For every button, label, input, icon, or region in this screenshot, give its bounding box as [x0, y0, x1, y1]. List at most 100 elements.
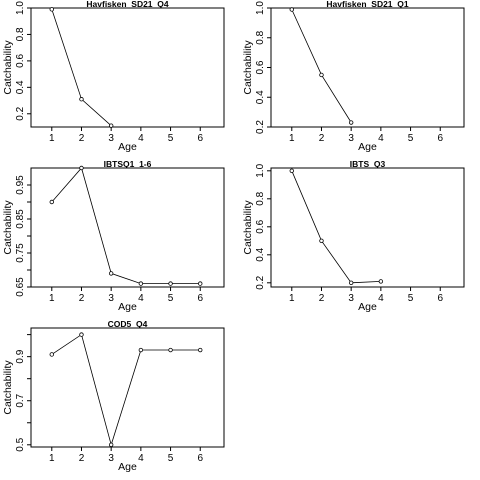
- panel-3-x-tick-label: 1: [49, 293, 55, 304]
- panel-1-x-tick-label: 5: [168, 133, 174, 144]
- panel-4-y-tick-label: 0.8: [255, 191, 266, 205]
- panel-1-series-line: [51, 9, 112, 126]
- panel-2-x-tick-label: 4: [378, 133, 384, 144]
- panel-5-x-tick-label: 2: [79, 453, 85, 464]
- panel-3-x-axis-label: Age: [118, 301, 137, 313]
- panel-1-x-tick-label: 3: [108, 133, 114, 144]
- panel-1-title: Havfisken_SD21_Q4: [86, 0, 168, 9]
- panel-2-x-tick-label: 1: [289, 133, 295, 144]
- panel-4-x-tick-label: 3: [348, 293, 354, 304]
- panel-2-data-point: [319, 72, 324, 78]
- panel-4-y-axis-label: Catchability: [242, 200, 254, 255]
- panel-3-y-tick-label: 0.85: [15, 209, 26, 229]
- panel-3-data-point: [79, 165, 84, 171]
- panel-3-data-point: [108, 271, 114, 276]
- panel-2-y-axis-label: Catchability: [242, 40, 254, 95]
- panel-5-y-tick-label: 0.7: [15, 393, 26, 407]
- panel-2-y-tick-label: 0.6: [255, 60, 266, 74]
- panel-5-title: COD5_Q4: [108, 319, 148, 329]
- panel-4-y-tick-label: 0.4: [255, 247, 266, 261]
- panel-4-data-point: [319, 238, 324, 243]
- panel-5-series-line: [51, 333, 201, 447]
- panel-1-y-tick-label: 0.8: [15, 27, 26, 41]
- panel-4-y-tick-label: 0.6: [255, 219, 266, 233]
- panel-1-plot-frame: [30, 7, 225, 128]
- panel-4-y-tick-label: 1.0: [255, 163, 266, 177]
- panel-1-y-tick-label: 0.6: [15, 54, 26, 68]
- panel-2-data-point: [289, 7, 294, 12]
- panel-3-data-point: [168, 281, 173, 286]
- panel-4-x-tick-label: 1: [289, 293, 295, 304]
- panel-1-x-tick-label: 1: [49, 133, 55, 144]
- panel-2-x-tick-label: 5: [408, 133, 414, 144]
- panel-4-data-point: [348, 280, 354, 285]
- panel-2-x-tick-label: 2: [319, 133, 325, 144]
- panel-5-data-point: [138, 347, 144, 353]
- panel-5-data-point: [79, 332, 84, 337]
- panel-2-plot-frame: [270, 7, 465, 128]
- panel-1-x-tick-label: 2: [79, 133, 85, 144]
- panel-2-series-line: [291, 9, 352, 123]
- panel-5-data-point: [198, 347, 203, 353]
- panel-3-series-line: [51, 167, 201, 285]
- panel-3-y-tick-label: 0.95: [15, 175, 26, 195]
- panel-5-data-point: [168, 347, 173, 353]
- panel-3-data-point: [198, 281, 203, 286]
- panel-3-y-tick-label: 0.65: [15, 277, 26, 297]
- panel-3-data-point: [49, 199, 54, 205]
- panel-1-y-tick-label: 0.2: [15, 106, 26, 120]
- panel-5-x-axis-label: Age: [118, 461, 137, 473]
- panel-4-y-tick-label: 0.2: [255, 275, 266, 289]
- panel-1-data-point: [79, 97, 84, 102]
- panel-5-x-tick-label: 1: [49, 453, 55, 464]
- panel-4-data-point: [378, 279, 384, 284]
- panel-5-x-tick-label: 4: [138, 453, 144, 464]
- panel-5-x-tick-label: 6: [197, 453, 203, 464]
- panel-3-x-tick-label: 4: [138, 293, 144, 304]
- panel-3-x-tick-label: 2: [79, 293, 85, 304]
- panel-2-x-tick-label: 6: [437, 133, 443, 144]
- panel-1-x-tick-label: 4: [138, 133, 144, 144]
- panel-2-x-axis-label: Age: [358, 141, 377, 153]
- panel-3-y-axis-label: Catchability: [2, 200, 14, 255]
- panel-4-x-tick-label: 2: [319, 293, 325, 304]
- panel-3-title: IBTSQ1_1-6: [104, 159, 152, 169]
- panel-2-y-tick-label: 1.0: [255, 1, 266, 15]
- panel-5-data-point: [108, 442, 114, 447]
- panel-5-x-tick-label: 5: [168, 453, 174, 464]
- panel-2-data-point: [348, 120, 354, 125]
- panel-1-x-tick-label: 6: [197, 133, 203, 144]
- panel-2-y-tick-label: 0.4: [255, 90, 266, 104]
- panel-4-x-axis-label: Age: [358, 301, 377, 313]
- panel-1-data-point: [49, 7, 54, 12]
- panel-2-title: Havfisken_SD21_Q1: [326, 0, 408, 9]
- panel-3-data-point: [138, 281, 144, 286]
- panel-2-x-tick-label: 3: [348, 133, 354, 144]
- panel-1-y-tick-label: 1.0: [15, 1, 26, 15]
- panel-4-plot-frame: [270, 167, 465, 288]
- panel-3-plot-frame: [30, 167, 225, 288]
- panel-1-x-axis-label: Age: [118, 141, 137, 153]
- panel-4-series-line: [291, 170, 381, 284]
- panel-1-data-point: [108, 123, 114, 128]
- panel-4-x-tick-label: 4: [378, 293, 384, 304]
- panel-2-y-tick-label: 0.2: [255, 120, 266, 134]
- panel-3-x-tick-label: 5: [168, 293, 174, 304]
- panel-3-x-tick-label: 3: [108, 293, 114, 304]
- panel-5-y-tick-label: 0.9: [15, 349, 26, 363]
- panel-1-y-tick-label: 0.4: [15, 80, 26, 94]
- panel-5-plot-frame: [30, 327, 225, 448]
- panel-5-x-tick-label: 3: [108, 453, 114, 464]
- panel-5-data-point: [49, 352, 54, 357]
- panel-1-y-axis-label: Catchability: [2, 40, 14, 95]
- panel-4-x-tick-label: 6: [437, 293, 443, 304]
- panel-4-x-tick-label: 5: [408, 293, 414, 304]
- panel-4-data-point: [289, 168, 294, 173]
- panel-5-y-axis-label: Catchability: [2, 360, 14, 415]
- panel-3-y-tick-label: 0.75: [15, 243, 26, 263]
- panel-3-x-tick-label: 6: [197, 293, 203, 304]
- panel-5-y-tick-label: 0.5: [15, 437, 26, 451]
- panel-2-y-tick-label: 0.8: [255, 30, 266, 44]
- panel-4-title: IBTS_Q3: [350, 159, 386, 169]
